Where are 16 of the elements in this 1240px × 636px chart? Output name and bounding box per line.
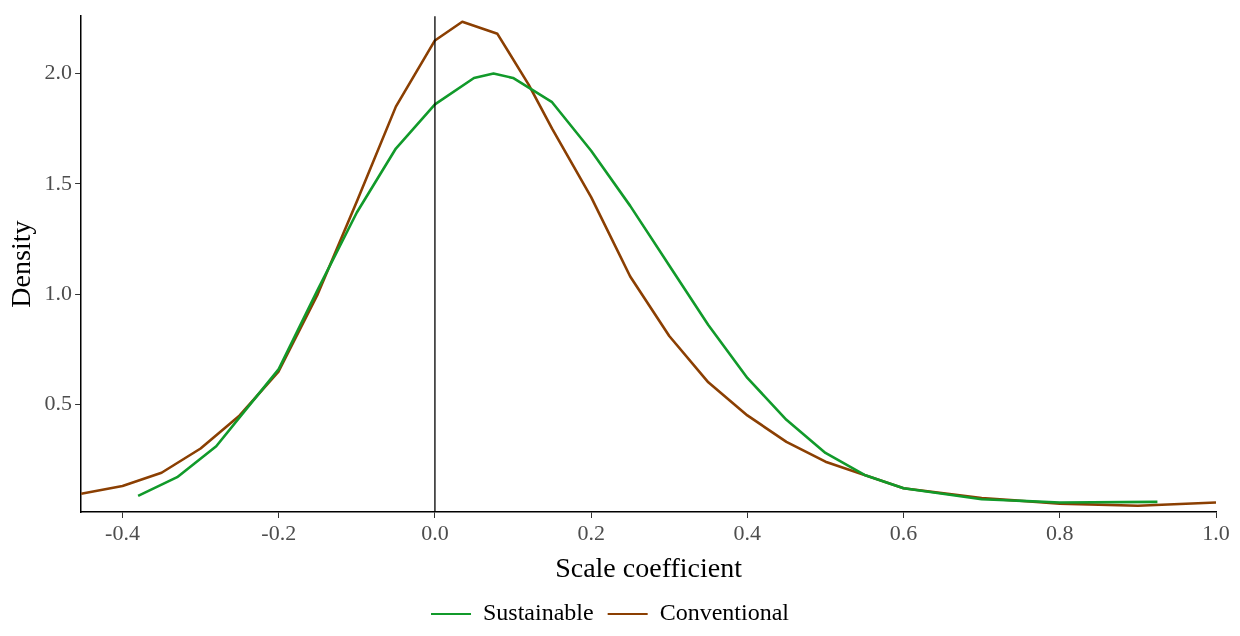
y-axis-title: Density [5,220,37,308]
x-tick-label: -0.2 [261,519,297,545]
x-tick-label: 0.6 [889,519,918,545]
x-tick-label: 0.8 [1046,519,1074,545]
y-tick-label: 2.0 [44,59,73,85]
x-tick-label: 0.2 [577,519,605,545]
y-tick-label: 0.5 [44,390,73,416]
x-tick-label: 0.4 [733,519,762,545]
x-tick-label: 0.0 [421,519,449,545]
x-axis-title: Scale coefficient [555,551,743,583]
legend-label: Conventional [659,599,790,626]
y-tick-label: 1.5 [44,169,73,195]
y-tick-label: 1.0 [44,279,73,305]
legend-label: Sustainable [483,599,594,626]
x-tick-label: -0.4 [105,519,140,545]
x-tick-label: 1.0 [1202,519,1230,545]
